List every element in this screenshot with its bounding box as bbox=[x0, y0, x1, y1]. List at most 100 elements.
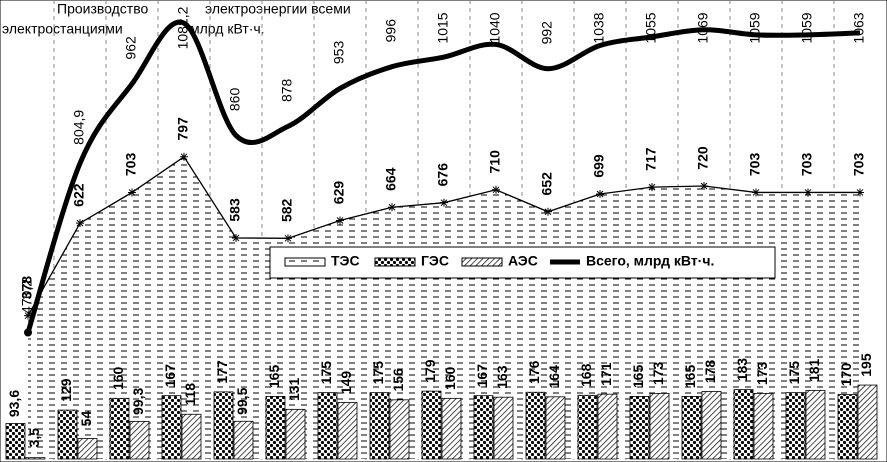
legend: ТЭС ГЭС АЭС Всего, млрд кВт·ч. bbox=[269, 246, 776, 279]
legend-label: Всего, млрд кВт·ч. bbox=[586, 253, 714, 269]
value-label: 175 bbox=[370, 361, 386, 385]
value-label: 1069 bbox=[695, 12, 711, 43]
value-label: 1040 bbox=[487, 12, 503, 43]
value-label: 93,6 bbox=[6, 390, 22, 417]
point-marker bbox=[804, 188, 812, 197]
value-label: 170 bbox=[838, 363, 854, 387]
area bbox=[28, 156, 860, 459]
legend-swatch bbox=[374, 257, 416, 267]
point-marker bbox=[596, 189, 604, 198]
point-marker bbox=[388, 203, 396, 212]
value-label: 160 bbox=[110, 366, 126, 390]
legend-label: ТЭС bbox=[331, 253, 360, 269]
point-marker bbox=[24, 311, 32, 320]
value-label: 1082,2 bbox=[175, 6, 191, 49]
value-label: 177 bbox=[214, 360, 230, 384]
value-label: 703 bbox=[799, 153, 815, 177]
value-label: 195 bbox=[858, 353, 874, 377]
value-label: 118 bbox=[182, 383, 198, 406]
bar bbox=[5, 423, 26, 460]
value-label: 165 bbox=[266, 365, 282, 389]
legend-label: ГЭС bbox=[421, 253, 449, 269]
value-label: 165 bbox=[630, 365, 646, 389]
value-label: 173 bbox=[650, 362, 666, 386]
value-label: 652 bbox=[539, 172, 555, 196]
value-label: 676 bbox=[435, 163, 451, 187]
chart-title: электроэнергии всеми bbox=[205, 1, 351, 17]
value-label: 470,2 bbox=[19, 279, 35, 314]
point-marker bbox=[232, 233, 240, 242]
point-marker bbox=[648, 183, 656, 192]
value-label: 167 bbox=[162, 364, 178, 388]
value-label: 99,5 bbox=[234, 387, 250, 414]
point-marker bbox=[856, 188, 864, 197]
bar bbox=[857, 384, 878, 460]
value-label: 703 bbox=[851, 153, 867, 177]
bar bbox=[473, 395, 494, 460]
value-label: 717 bbox=[643, 147, 659, 171]
bar bbox=[753, 393, 774, 460]
value-label: 622 bbox=[71, 183, 87, 207]
bar bbox=[649, 393, 670, 460]
bar bbox=[805, 389, 826, 460]
point-marker bbox=[76, 219, 84, 228]
value-label: 703 bbox=[123, 153, 139, 177]
bar bbox=[441, 397, 462, 460]
value-label: 629 bbox=[331, 181, 347, 205]
bar bbox=[785, 392, 806, 460]
bar bbox=[597, 393, 618, 460]
value-label: 878 bbox=[279, 78, 295, 102]
value-label: 1059 bbox=[799, 12, 815, 43]
value-label: 1055 bbox=[643, 12, 659, 43]
point-marker bbox=[544, 207, 552, 216]
bar bbox=[369, 392, 390, 460]
legend-swatch bbox=[284, 257, 326, 267]
point-marker bbox=[24, 328, 32, 337]
bar bbox=[421, 390, 442, 460]
chart-title: Производство bbox=[57, 1, 148, 17]
chart-title: млрд кВт·ч. bbox=[190, 21, 265, 37]
bar bbox=[57, 409, 78, 460]
value-label: 378 bbox=[19, 276, 35, 300]
value-label: 165 bbox=[682, 365, 698, 389]
value-label: 164 bbox=[546, 365, 562, 389]
point-marker bbox=[336, 216, 344, 225]
value-label: 703 bbox=[747, 153, 763, 177]
bar bbox=[233, 420, 254, 460]
value-label: 183 bbox=[734, 358, 750, 382]
value-label: 175 bbox=[786, 361, 802, 385]
line bbox=[25, 19, 861, 334]
value-label: 720 bbox=[695, 146, 711, 170]
point-marker bbox=[700, 182, 708, 190]
value-label: 175 bbox=[318, 361, 334, 385]
value-label: 699 bbox=[591, 154, 607, 178]
bar bbox=[181, 413, 202, 460]
value-label: 953 bbox=[331, 41, 347, 65]
value-label: 583 bbox=[227, 198, 243, 222]
bar bbox=[25, 457, 46, 460]
point-marker bbox=[752, 188, 760, 197]
point-marker bbox=[440, 198, 448, 207]
bar bbox=[389, 399, 410, 460]
bar bbox=[837, 394, 858, 460]
value-label: 962 bbox=[123, 36, 139, 60]
bar bbox=[525, 391, 546, 460]
value-label: 99,3 bbox=[130, 388, 146, 415]
value-label: 710 bbox=[487, 150, 503, 174]
legend-label: АЭС bbox=[508, 253, 538, 269]
bar bbox=[161, 395, 182, 460]
legend-swatch bbox=[461, 257, 503, 267]
point-marker bbox=[284, 234, 292, 243]
point-marker bbox=[492, 185, 500, 194]
bar bbox=[317, 392, 338, 460]
bar bbox=[493, 396, 514, 460]
point-marker bbox=[128, 188, 136, 197]
value-label: 163 bbox=[494, 365, 510, 389]
value-label: 179 bbox=[422, 359, 438, 383]
bar bbox=[77, 438, 98, 460]
bar bbox=[733, 389, 754, 460]
value-label: 156 bbox=[390, 368, 406, 392]
bar bbox=[629, 396, 650, 460]
point-marker bbox=[180, 152, 188, 161]
